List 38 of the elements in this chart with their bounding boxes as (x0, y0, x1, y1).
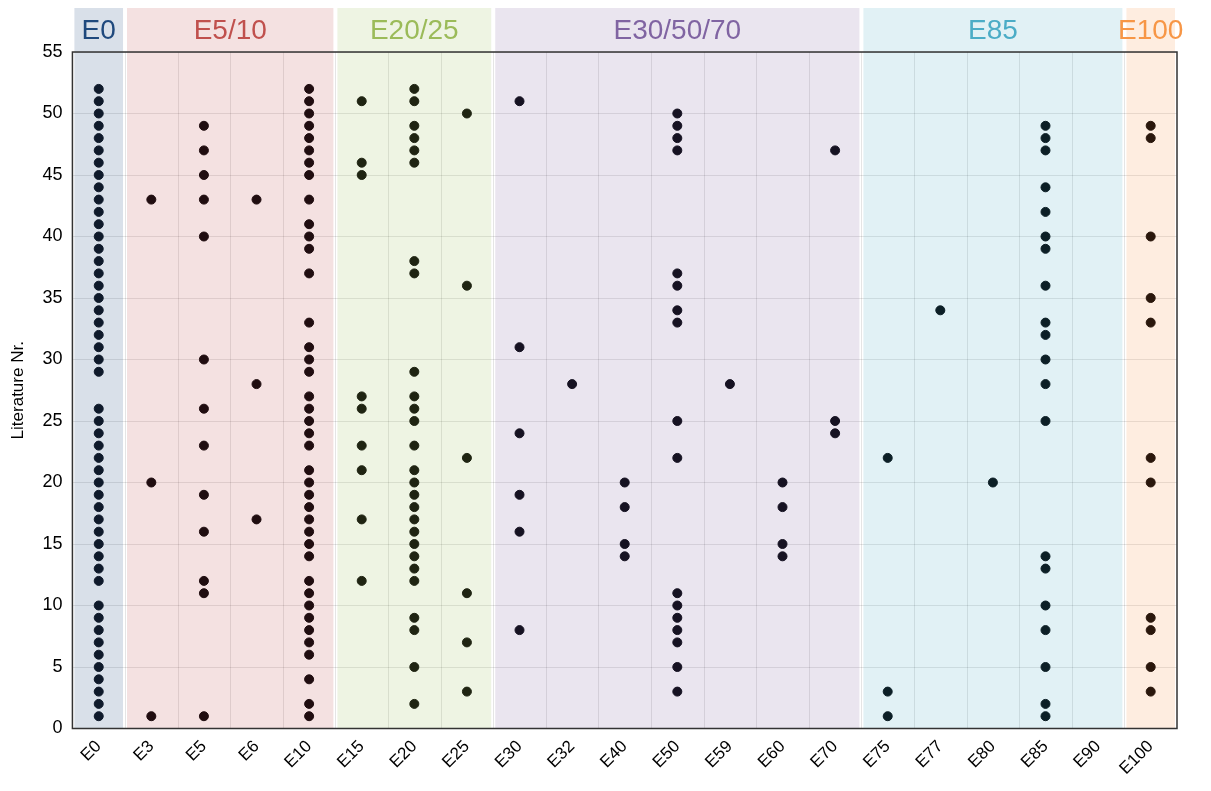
y-tick-label: 0 (52, 717, 63, 738)
x-tick-label: E30 (490, 736, 526, 772)
y-tick-label: 50 (42, 102, 63, 123)
band-label: E5/10 (193, 13, 267, 45)
x-tick-label: E25 (438, 736, 474, 772)
x-tick-label: E5 (181, 736, 211, 765)
y-tick-label: 25 (42, 409, 63, 430)
band-label: E0 (81, 13, 116, 45)
y-tick-label: 55 (42, 40, 63, 61)
x-tick-label: E59 (701, 736, 737, 772)
x-tick-label: E60 (753, 736, 789, 772)
y-tick-label: 45 (42, 163, 63, 184)
x-tick-label: E0 (76, 736, 105, 765)
y-tick-label: 20 (42, 471, 63, 492)
band-label: E20/25 (369, 13, 459, 45)
x-tick-label: E70 (806, 736, 842, 772)
x-tick-label: E32 (543, 736, 579, 772)
band-label: E30/50/70 (613, 13, 742, 45)
x-tick-label: E6 (234, 736, 263, 765)
y-tick-label: 10 (42, 594, 63, 615)
y-axis-title: Literature Nr. (7, 341, 27, 440)
x-tick-label: E80 (964, 736, 1000, 772)
y-tick-label: 15 (42, 532, 63, 553)
x-tick-label: E75 (859, 736, 894, 772)
y-tick-label: 35 (42, 286, 63, 307)
x-tick-label: E3 (129, 736, 158, 765)
x-tick-label: E85 (1016, 736, 1052, 772)
band-label: E100 (1118, 13, 1184, 45)
y-tick-label: 30 (42, 348, 63, 369)
x-tick-label: E10 (280, 736, 316, 772)
y-tick-label: 5 (52, 655, 63, 676)
x-tick-label: E15 (333, 736, 368, 772)
x-tick-label: E40 (596, 736, 631, 772)
x-tick-label: E50 (648, 736, 684, 772)
band-label: E85 (967, 13, 1018, 45)
x-tick-label: E20 (385, 736, 421, 772)
y-tick-label: 40 (42, 225, 63, 246)
x-tick-label: E90 (1069, 736, 1105, 772)
